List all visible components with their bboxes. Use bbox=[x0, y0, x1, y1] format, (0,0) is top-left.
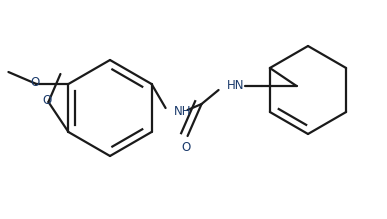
Text: O: O bbox=[31, 76, 40, 88]
Text: NH: NH bbox=[173, 106, 191, 118]
Text: O: O bbox=[43, 94, 52, 106]
Text: HN: HN bbox=[226, 79, 244, 92]
Text: O: O bbox=[181, 141, 190, 154]
